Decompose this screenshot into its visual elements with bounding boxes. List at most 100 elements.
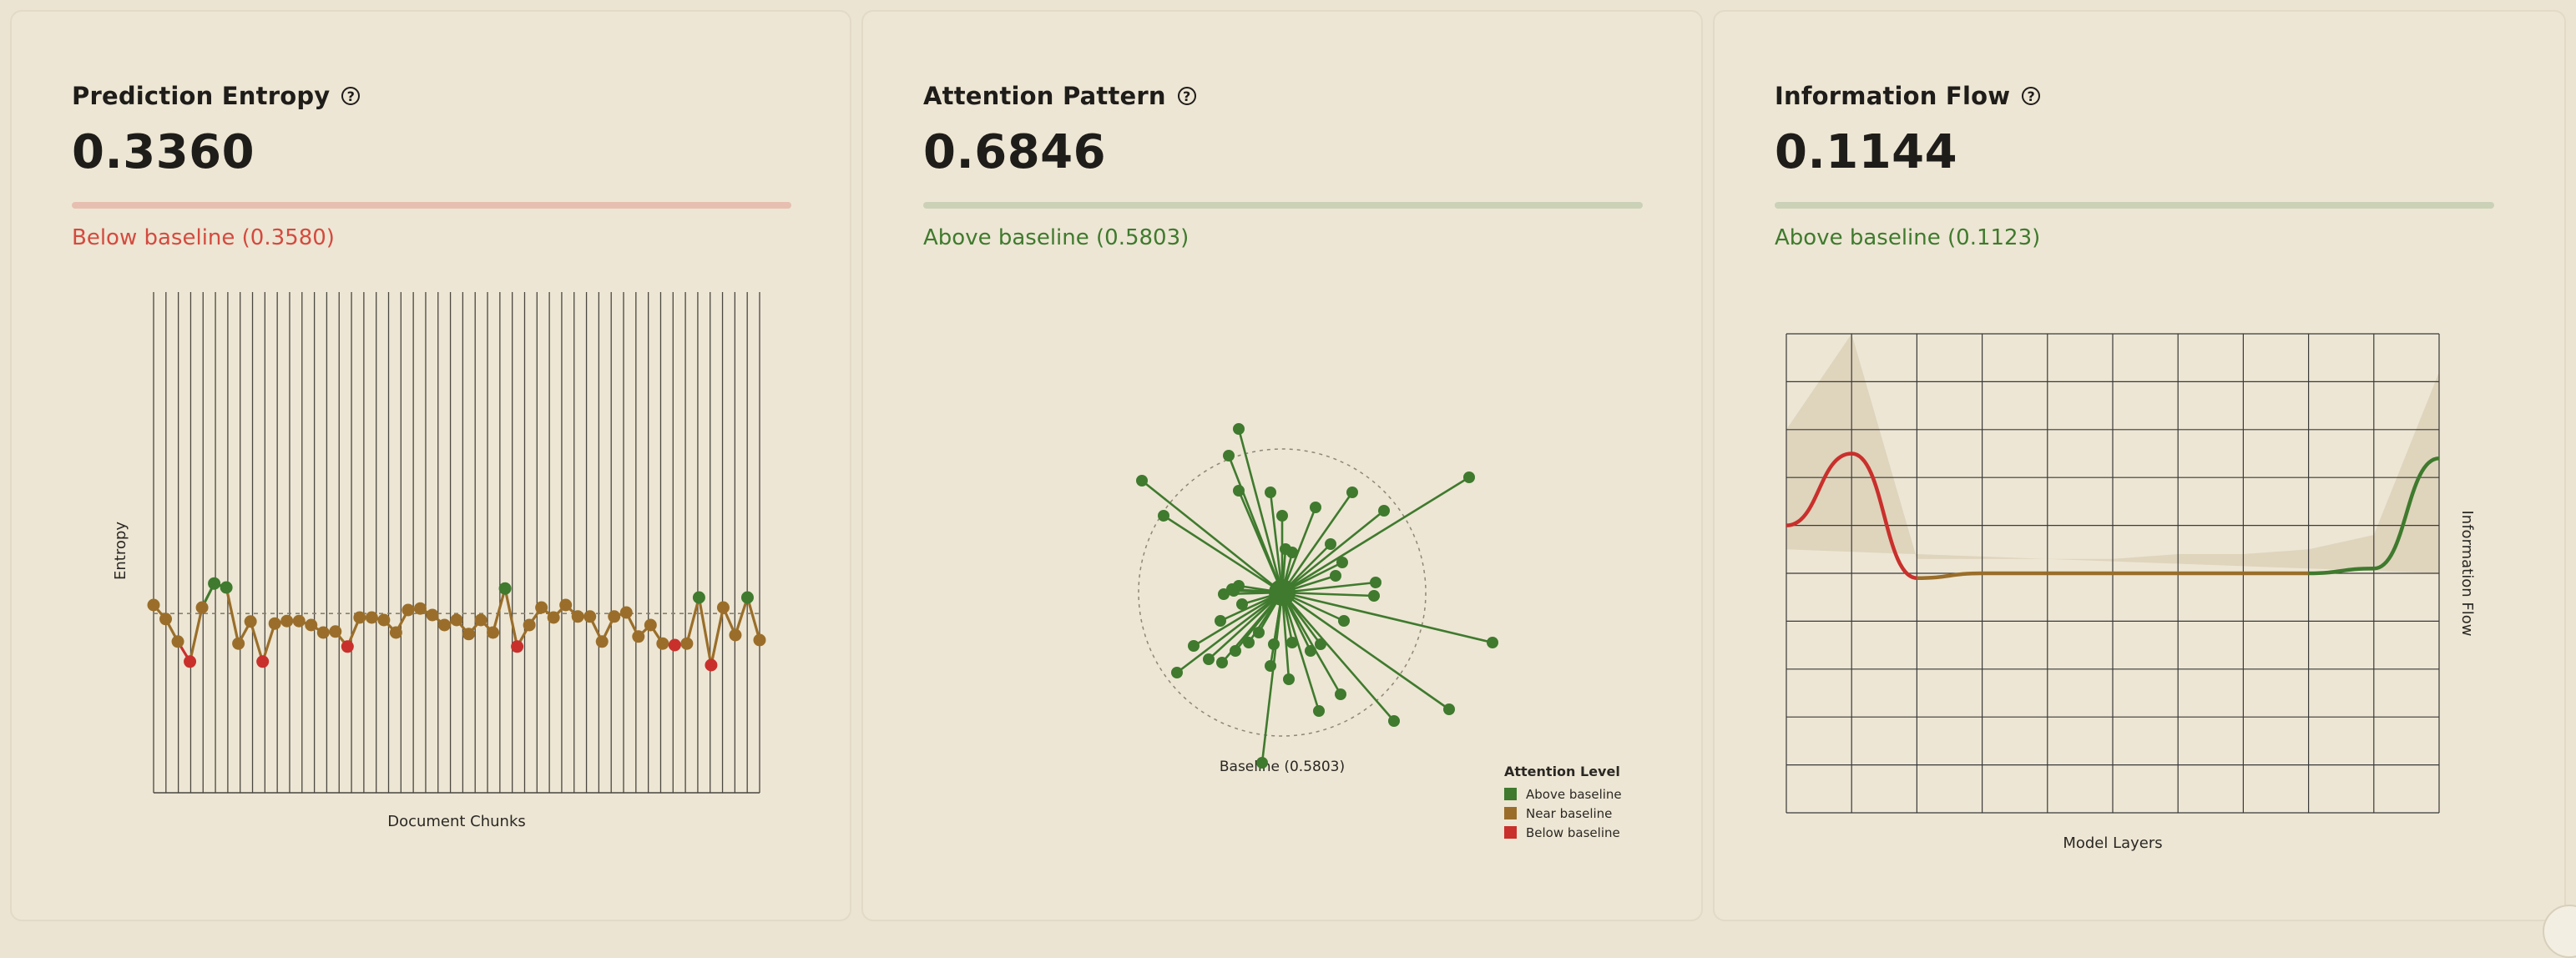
hub — [1269, 579, 1296, 606]
data-point — [595, 635, 609, 648]
attention-spoke — [1281, 581, 1376, 594]
series-segment — [734, 597, 750, 636]
attention-spoke — [1281, 592, 1395, 722]
attention-point — [1226, 583, 1238, 595]
x-axis-label: Model Layers — [2063, 834, 2162, 852]
data-point — [462, 628, 476, 641]
y-axis-label: Entropy — [112, 522, 129, 580]
attention-point — [1330, 570, 1341, 582]
data-point — [571, 610, 584, 623]
attention-point — [1230, 645, 1241, 657]
attention-point — [1325, 538, 1336, 550]
x-axis-label: Document Chunks — [387, 813, 526, 830]
baseline-bar — [72, 202, 791, 209]
attention-point — [1203, 653, 1215, 665]
data-point — [147, 598, 160, 612]
data-point — [705, 658, 718, 672]
data-point — [608, 610, 621, 623]
data-point — [680, 637, 694, 650]
data-point — [668, 638, 681, 652]
legend-swatch — [1504, 807, 1517, 819]
series-segment — [261, 623, 276, 663]
attention-spoke — [1281, 591, 1375, 597]
baseline-label: Baseline (0.5803) — [1220, 759, 1345, 775]
data-point — [729, 628, 742, 642]
data-point — [547, 611, 560, 624]
attention-point — [1283, 673, 1295, 685]
attention-point — [1313, 705, 1325, 717]
data-point — [487, 626, 500, 639]
attention-point — [1253, 627, 1265, 638]
status-text: Above baseline (0.5803) — [923, 225, 1190, 250]
flow-curve-segment — [1786, 451, 1852, 527]
attention-point — [1443, 703, 1455, 715]
attention-spoke — [1260, 592, 1284, 764]
data-point — [402, 603, 415, 617]
series-segment — [710, 607, 725, 666]
series-segment — [503, 587, 519, 648]
legend-title: Attention Level — [1504, 764, 1620, 779]
data-point — [159, 613, 173, 626]
attention-point — [1335, 688, 1346, 700]
attention-spoke — [1280, 592, 1321, 712]
attention-point — [1215, 615, 1226, 627]
attention-spoke — [1281, 591, 1450, 711]
card-title-text: Attention Pattern — [923, 82, 1166, 110]
data-point — [716, 601, 730, 614]
data-point — [450, 613, 463, 627]
attention-point — [1265, 660, 1276, 672]
attention-point — [1388, 715, 1400, 727]
attention-spoke — [1281, 591, 1493, 644]
data-point — [268, 617, 281, 630]
information-flow-chart: Model Layers Information Flow — [1786, 333, 2476, 852]
card-title: Information Flow ? — [1775, 82, 2041, 110]
data-point — [329, 625, 342, 638]
attention-point — [1370, 577, 1381, 588]
data-point — [583, 610, 597, 623]
metric-value: 0.1144 — [1775, 125, 1958, 179]
data-point — [644, 618, 657, 632]
flow-curve-segment — [2373, 456, 2440, 571]
series-segment — [225, 587, 240, 644]
data-point — [619, 606, 633, 619]
metric-value: 0.3360 — [72, 125, 255, 179]
attention-spoke — [1281, 509, 1385, 594]
attention-point — [1158, 510, 1169, 522]
data-point — [498, 582, 512, 595]
legend-swatch — [1504, 826, 1517, 839]
card-title-text: Prediction Entropy — [72, 82, 331, 110]
attention-point — [1346, 487, 1358, 498]
attention-point — [1236, 598, 1248, 610]
series-segment — [188, 607, 204, 663]
attention-spoke — [1141, 479, 1283, 594]
data-point — [184, 655, 197, 668]
attention-point — [1233, 485, 1245, 497]
attention-spoke — [1280, 592, 1291, 680]
data-point — [353, 611, 366, 624]
data-point — [389, 626, 402, 639]
baseline-bar — [923, 202, 1643, 209]
data-point — [474, 613, 487, 627]
attention-point — [1315, 638, 1326, 650]
flow-curve-segment — [1917, 571, 1983, 580]
attention-point — [1286, 637, 1298, 648]
data-point — [220, 581, 233, 594]
metric-value: 0.6846 — [923, 125, 1107, 179]
help-icon[interactable]: ? — [2022, 87, 2041, 105]
help-icon[interactable]: ? — [341, 87, 361, 105]
flow-curve-segment — [2308, 567, 2374, 576]
attention-point — [1338, 615, 1350, 627]
entropy-line-chart: Document Chunks Entropy — [112, 292, 766, 830]
card-title: Prediction Entropy ? — [72, 82, 361, 110]
attention-point — [1378, 505, 1390, 517]
data-point — [426, 608, 439, 622]
help-icon[interactable]: ? — [1177, 87, 1196, 105]
data-point — [692, 591, 705, 604]
data-point — [656, 637, 669, 650]
attention-spoke — [1193, 591, 1283, 648]
data-point — [171, 635, 184, 648]
data-point — [195, 601, 209, 614]
attention-pattern-card: Attention Pattern ? 0.6846 Above baselin… — [861, 10, 1703, 921]
legend-label: Near baseline — [1526, 806, 1612, 821]
attention-point — [1216, 657, 1228, 668]
